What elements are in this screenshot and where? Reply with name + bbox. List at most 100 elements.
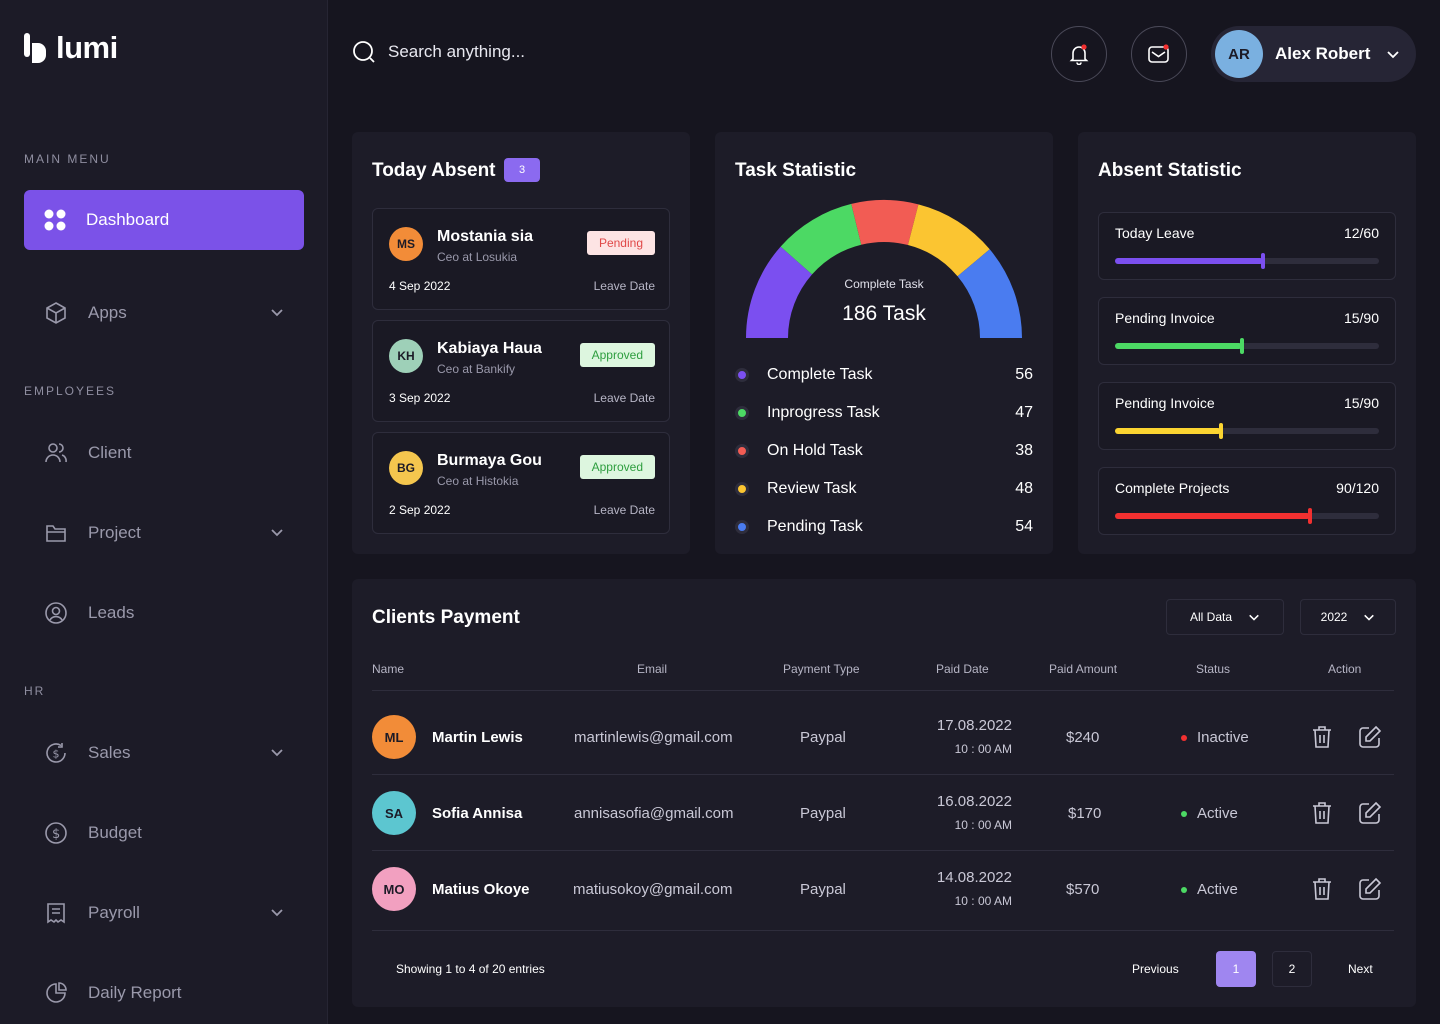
task-statistic-card: Task Statistic Complete Task 186 Task Co… [715,132,1053,554]
progress-handle[interactable] [1308,508,1313,524]
users-icon [45,443,67,463]
sidebar-item-leads[interactable]: Leads [24,583,304,643]
sidebar-item-dashboard[interactable]: Dashboard [24,190,304,250]
sidebar-item-client[interactable]: Client [24,423,304,483]
absent-date: 2 Sep 2022 [389,503,451,517]
sidebar-item-payroll[interactable]: Payroll [24,883,304,943]
progress-handle[interactable] [1218,423,1223,439]
notifications-button[interactable] [1051,26,1107,82]
legend-dot [735,520,749,534]
column-header-action[interactable]: Action [1328,662,1362,676]
avatar: KH [389,339,423,373]
column-header-email[interactable]: Email [637,662,668,676]
delete-button[interactable] [1308,875,1336,903]
payment-type: Paypal [800,881,846,898]
progress-handle[interactable] [1260,253,1265,269]
paid-time: 10 : 00 AM [954,742,1012,756]
edit-button[interactable] [1356,875,1384,903]
sidebar-item-apps[interactable]: Apps [24,283,304,343]
sidebar-item-sales[interactable]: $ Sales [24,723,304,783]
svg-text:$: $ [52,827,60,842]
delete-button[interactable] [1308,799,1336,827]
chevron-down-icon [271,909,283,917]
legend-label: On Hold Task [767,442,863,459]
dollar-refresh-icon: $ [46,743,66,763]
stat-item: Pending Invoice 15/90 [1098,297,1396,365]
payment-type: Paypal [800,729,846,746]
legend-dot [735,482,749,496]
absent-role: Ceo at Losukia [437,250,518,264]
legend-value: 48 [1015,480,1033,497]
entries-info: Showing 1 to 4 of 20 entries [396,962,545,976]
column-header-paid-date[interactable]: Paid Date [936,662,989,676]
stat-value: 90/120 [1336,480,1379,496]
search-icon[interactable] [352,40,376,64]
paid-date: 14.08.2022 [936,869,1012,886]
status-badge: Approved [579,343,655,367]
absent-item[interactable]: BG Burmaya Gou Ceo at Histokia Approved … [372,432,670,534]
delete-button[interactable] [1308,723,1336,751]
stat-value: 15/90 [1343,310,1379,326]
sidebar-item-label: Daily Report [88,983,182,1002]
trash-icon [1313,802,1331,824]
stat-label: Pending Invoice [1115,395,1215,411]
paid-time: 10 : 00 AM [954,818,1012,832]
chevron-down-icon [271,749,283,757]
edit-button[interactable] [1356,723,1384,751]
paid-date: 17.08.2022 [936,717,1012,734]
status-badge: Active [1181,881,1238,898]
avatar: ML [372,715,416,759]
status-dot [1181,887,1187,894]
status-text: Active [1197,881,1238,898]
edit-button[interactable] [1356,799,1384,827]
year-value: 2022 [1320,610,1348,624]
chevron-down-icon [271,529,283,537]
legend-item: Review Task 48 [735,477,1033,501]
legend-label: Review Task [767,480,857,497]
search-input[interactable] [388,42,688,62]
section-hr: HR [24,684,46,698]
clients-payment-title: Clients Payment [372,607,520,628]
sidebar-item-daily-report[interactable]: Daily Report [24,963,304,1023]
legend-value: 47 [1015,404,1033,421]
pagination-previous[interactable]: Previous [1132,962,1179,976]
progress-fill [1115,258,1263,264]
client-name: Martin Lewis [432,729,523,746]
column-header-status[interactable]: Status [1196,662,1231,676]
progress-handle[interactable] [1239,338,1244,354]
column-header-name[interactable]: Name [372,662,405,676]
column-header-payment-type[interactable]: Payment Type [783,662,860,676]
app-name: lumi [56,30,118,65]
legend-label: Pending Task [767,518,863,535]
absent-item[interactable]: KH Kabiaya Haua Ceo at Bankify Approved … [372,320,670,422]
legend-dot [735,444,749,458]
user-profile-menu[interactable]: AR Alex Robert [1211,26,1416,82]
sidebar-item-project[interactable]: Project [24,503,304,563]
pagination-page-2[interactable]: 2 [1272,951,1312,987]
divider [372,774,1394,775]
legend-value: 38 [1015,442,1033,459]
task-gauge-chart [746,200,1022,338]
column-header-paid-amount[interactable]: Paid Amount [1049,662,1118,676]
legend-label: Inprogress Task [767,404,880,421]
svg-text:$: $ [53,748,60,761]
data-filter-dropdown[interactable]: All Data [1166,599,1284,635]
sidebar-item-label: Budget [88,823,142,842]
legend-item: Complete Task 56 [735,363,1033,387]
year-dropdown[interactable]: 2022 [1300,599,1396,635]
leave-date-label: Leave Date [593,391,655,405]
pagination-next[interactable]: Next [1348,962,1373,976]
sidebar-item-budget[interactable]: $ Budget [24,803,304,863]
pagination-page-1[interactable]: 1 [1216,951,1256,987]
lumi-logo-icon [24,33,46,63]
avatar: BG [389,451,423,485]
absent-item[interactable]: MS Mostania sia Ceo at Losukia Pending 4… [372,208,670,310]
stat-value: 12/60 [1343,225,1379,241]
edit-icon [1359,801,1382,824]
bell-icon [1069,44,1089,65]
status-badge: Approved [579,455,655,479]
stat-item: Today Leave 12/60 [1098,212,1396,280]
section-employees: EMPLOYEES [24,384,117,398]
messages-button[interactable] [1131,26,1187,82]
logo[interactable]: lumi [24,30,118,66]
